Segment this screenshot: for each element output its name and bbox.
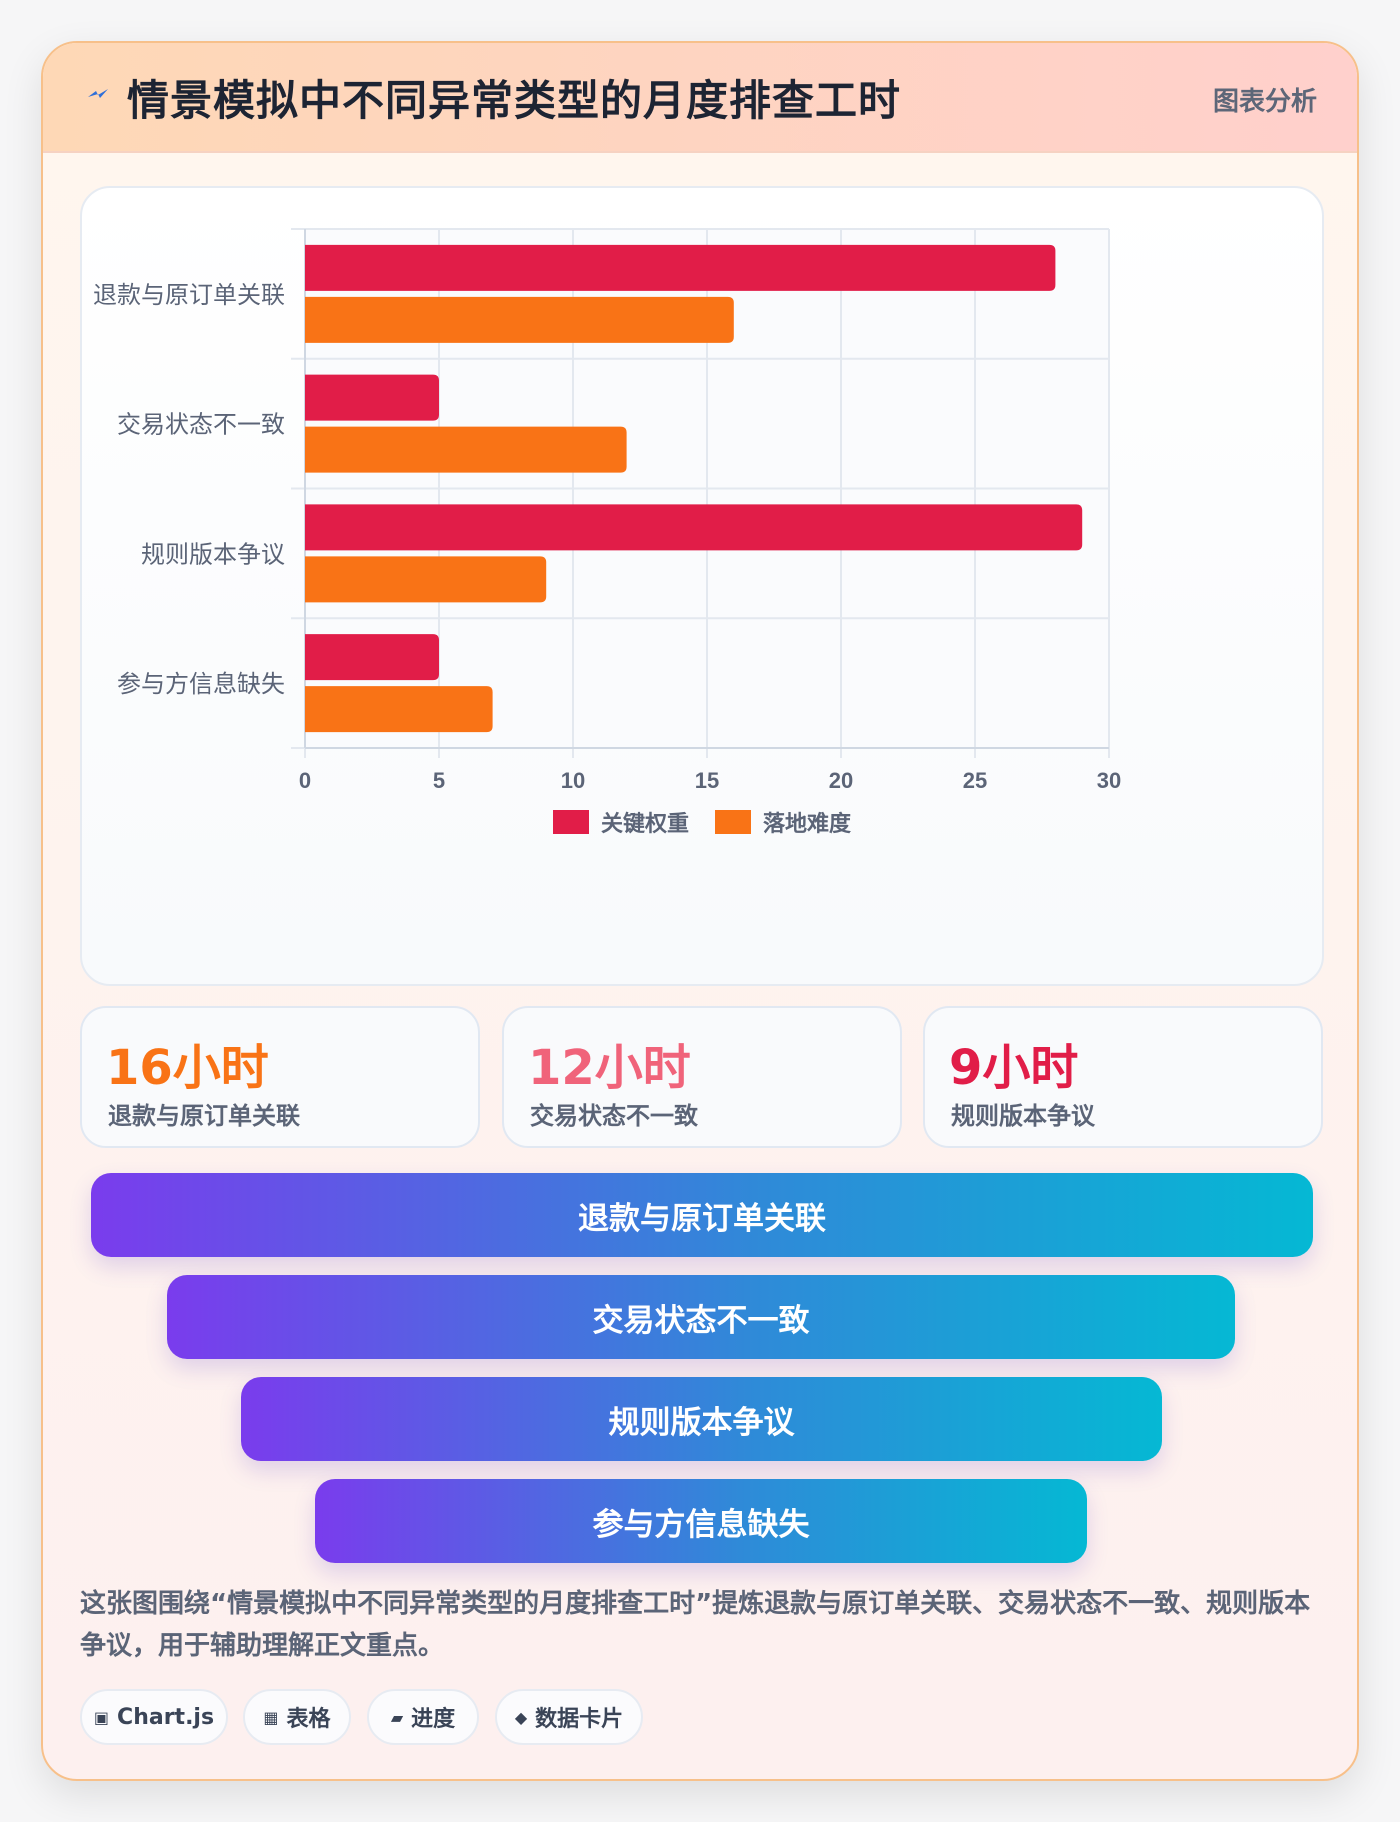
- funnel-level-3: 规则版本争议: [241, 1377, 1162, 1461]
- stat-card-2: 12小时 交易状态不一致: [502, 1006, 902, 1148]
- funnel-level-2: 交易状态不一致: [167, 1275, 1235, 1359]
- bar-weight: [305, 374, 439, 421]
- table-icon: ▦: [263, 1707, 279, 1727]
- bar-difficulty: [305, 686, 493, 733]
- legend-label: 关键权重: [601, 811, 689, 837]
- chart-caption: 这张图围绕“情景模拟中不同异常类型的月度排查工时”提炼退款与原订单关联、交易状态…: [80, 1589, 1311, 1661]
- y-tick-label: 规则版本争议: [141, 540, 285, 568]
- stat-value: 9小时: [949, 1040, 1079, 1096]
- chip-table[interactable]: ▦ 表格: [243, 1689, 351, 1745]
- progress-icon: ▰: [390, 1707, 404, 1727]
- bolt-icon: [88, 89, 108, 98]
- x-tick-label: 5: [433, 768, 445, 793]
- chart-panel: 0 5 10 15 20 25 30 退款与原订单关联交易状态不一致规则版本争议参与方信息缺失…: [80, 186, 1324, 986]
- stat-card-1: 16小时 退款与原订单关联: [80, 1006, 480, 1148]
- legend-label: 落地难度: [763, 811, 852, 837]
- stat-label: 交易状态不一致: [530, 1102, 698, 1130]
- bar-weight: [305, 244, 1056, 291]
- chip-label: Chart.js: [117, 1704, 215, 1730]
- y-tick-label: 参与方信息缺失: [117, 670, 285, 698]
- chip-label: 数据卡片: [535, 1707, 624, 1732]
- bar-chart: 0 5 10 15 20 25 30 退款与原订单关联交易状态不一致规则版本争议参与方信息缺失…: [93, 228, 1121, 837]
- legend-swatch: [715, 810, 751, 834]
- y-tick-label: 退款与原订单关联: [93, 281, 285, 309]
- bar-weight: [305, 634, 439, 681]
- bar-difficulty: [305, 426, 627, 473]
- funnel-level-1: 退款与原订单关联: [91, 1173, 1313, 1257]
- card-header: 情景模拟中不同异常类型的月度排查工时 图表分析: [43, 43, 1357, 153]
- x-tick-label: 30: [1097, 768, 1121, 793]
- chip-label: 表格: [286, 1707, 331, 1732]
- chart-icon: ▣: [93, 1707, 110, 1727]
- diamond-icon: ◆: [514, 1707, 528, 1727]
- bar-difficulty: [305, 556, 547, 603]
- x-tick-label: 0: [299, 768, 311, 793]
- y-tick-label: 交易状态不一致: [117, 411, 285, 439]
- x-tick-label: 25: [963, 768, 987, 793]
- x-tick-label: 10: [561, 768, 585, 793]
- bar-weight: [305, 504, 1083, 551]
- chart-analysis-tag: 图表分析: [1212, 87, 1317, 117]
- chip-label: 进度: [411, 1707, 456, 1732]
- stat-value: 12小时: [528, 1040, 691, 1096]
- x-tick-label: 15: [695, 768, 719, 793]
- stat-label: 退款与原订单关联: [108, 1102, 300, 1130]
- funnel-level-4: 参与方信息缺失: [315, 1479, 1087, 1563]
- chart-card: 情景模拟中不同异常类型的月度排查工时 图表分析 0 5 10 15 20 25 30 退款与原…: [41, 41, 1359, 1781]
- chip-chartjs[interactable]: ▣ Chart.js: [80, 1689, 228, 1745]
- page-title: 情景模拟中不同异常类型的月度排查工时: [127, 76, 902, 125]
- chip-data-card[interactable]: ◆ 数据卡片: [495, 1689, 643, 1745]
- x-tick-label: 20: [829, 768, 853, 793]
- legend-swatch: [553, 810, 589, 834]
- bar-difficulty: [305, 296, 734, 343]
- stat-card-3: 9小时 规则版本争议: [923, 1006, 1323, 1148]
- stat-value: 16小时: [106, 1040, 269, 1096]
- chip-progress[interactable]: ▰ 进度: [367, 1689, 479, 1745]
- stat-label: 规则版本争议: [951, 1102, 1095, 1130]
